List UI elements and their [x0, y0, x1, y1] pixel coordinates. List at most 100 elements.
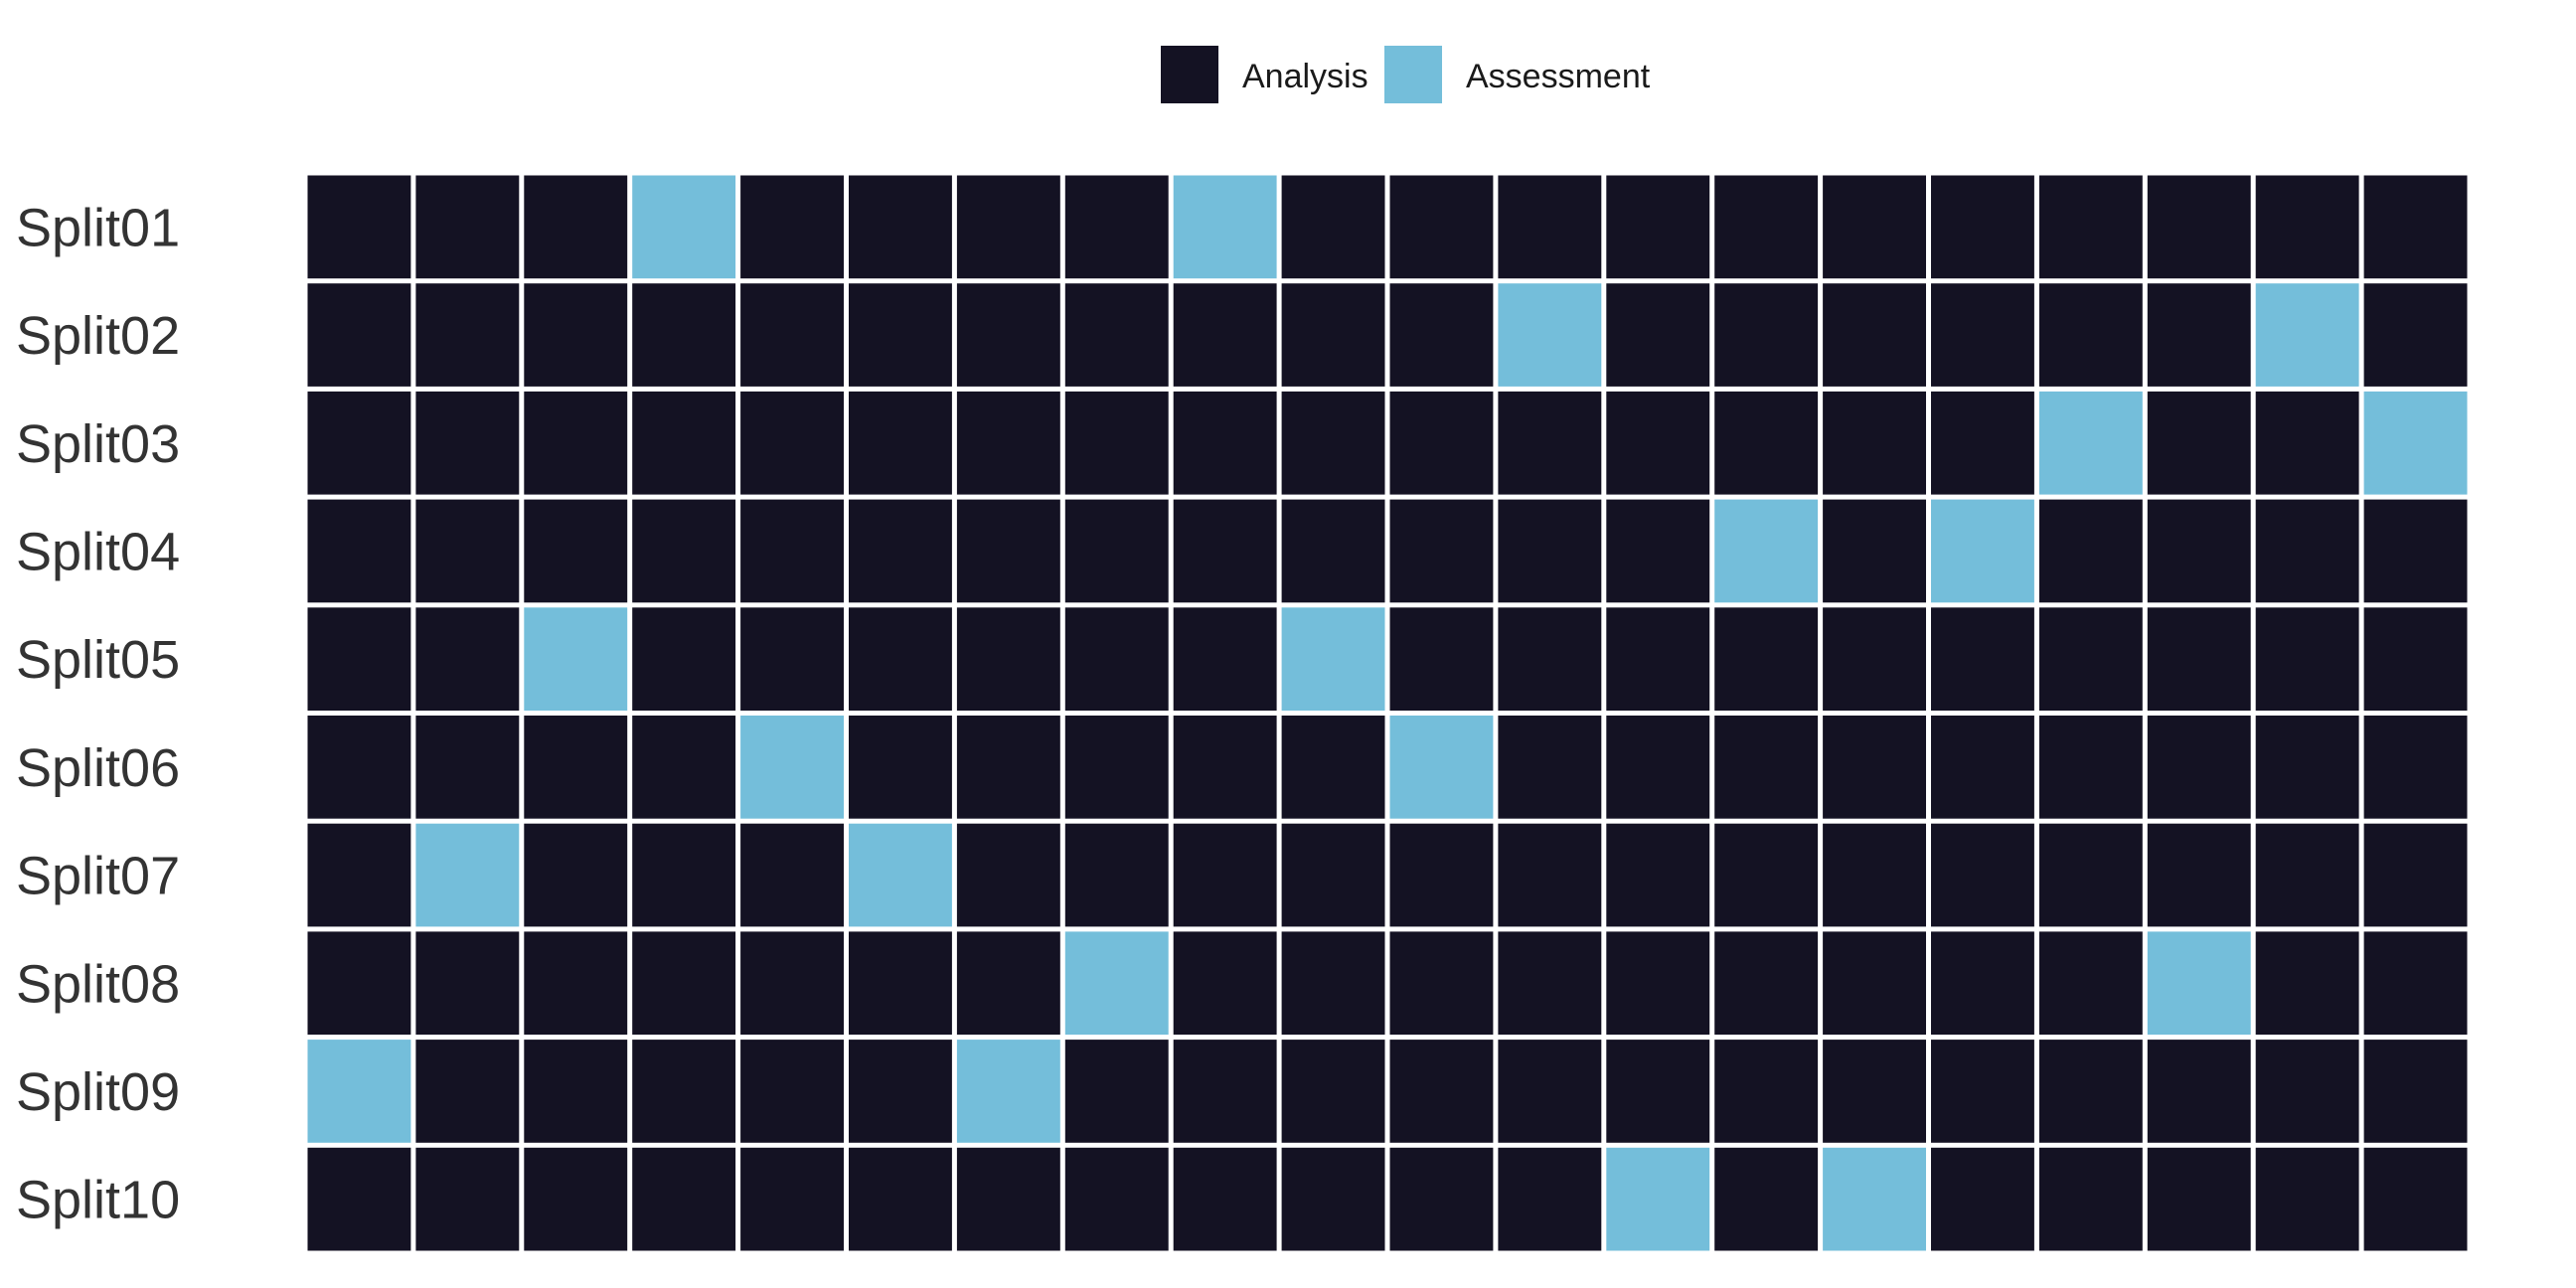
cell-split05-17-analysis [2038, 607, 2143, 711]
cell-split04-7-analysis [956, 499, 1060, 603]
cell-split07-4-analysis [632, 823, 736, 927]
cell-split04-9-analysis [1173, 499, 1277, 603]
cell-split02-15-analysis [1823, 283, 1926, 387]
row-label-split01: Split01 [16, 198, 180, 257]
cell-split07-19-analysis [2255, 823, 2359, 927]
cell-split07-12-analysis [1498, 823, 1602, 927]
cell-split01-16-analysis [1931, 175, 2034, 279]
cell-split02-16-analysis [1931, 283, 2034, 387]
cell-split01-2-analysis [415, 175, 520, 279]
cell-split09-15-analysis [1823, 1040, 1926, 1143]
cell-split08-6-analysis [849, 931, 952, 1036]
cell-split10-17-analysis [2038, 1147, 2143, 1251]
cell-split06-10-analysis [1281, 716, 1385, 819]
cell-split10-4-analysis [632, 1147, 736, 1251]
cell-split06-12-analysis [1498, 716, 1602, 819]
heatmap-cells [307, 175, 2468, 1251]
cell-split07-17-analysis [2038, 823, 2143, 927]
cell-split08-16-analysis [1931, 931, 2034, 1036]
cell-split09-14-analysis [1714, 1040, 1819, 1143]
cell-split08-9-analysis [1173, 931, 1277, 1036]
cell-split04-10-analysis [1281, 499, 1385, 603]
cell-split07-20-analysis [2363, 823, 2468, 927]
cell-split03-17-assessment [2038, 391, 2143, 495]
cell-split04-2-analysis [415, 499, 520, 603]
cell-split06-6-analysis [849, 716, 952, 819]
cell-split09-3-analysis [524, 1040, 628, 1143]
cell-split02-2-analysis [415, 283, 520, 387]
cell-split09-5-analysis [740, 1040, 844, 1143]
cell-split08-4-analysis [632, 931, 736, 1036]
cell-split10-11-analysis [1389, 1147, 1494, 1251]
cell-split06-4-analysis [632, 716, 736, 819]
cell-split09-12-analysis [1498, 1040, 1602, 1143]
legend-swatch-assessment [1384, 46, 1442, 103]
cell-split10-2-analysis [415, 1147, 520, 1251]
cell-split09-16-analysis [1931, 1040, 2034, 1143]
cell-split06-14-analysis [1714, 716, 1819, 819]
cell-split05-4-analysis [632, 607, 736, 711]
cell-split02-10-analysis [1281, 283, 1385, 387]
cell-split05-18-analysis [2147, 607, 2251, 711]
cell-split04-3-analysis [524, 499, 628, 603]
cell-split03-18-analysis [2147, 391, 2251, 495]
cell-split07-5-analysis [740, 823, 844, 927]
cell-split01-7-analysis [956, 175, 1060, 279]
cell-split07-6-assessment [849, 823, 952, 927]
cell-split01-4-assessment [632, 175, 736, 279]
cell-split10-15-assessment [1823, 1147, 1926, 1251]
cell-split03-11-analysis [1389, 391, 1494, 495]
cell-split03-4-analysis [632, 391, 736, 495]
cell-split04-8-analysis [1064, 499, 1169, 603]
cell-split01-19-analysis [2255, 175, 2359, 279]
cell-split02-11-analysis [1389, 283, 1494, 387]
row-label-split09: Split09 [16, 1062, 180, 1122]
cell-split05-1-analysis [307, 607, 411, 711]
cell-split08-5-analysis [740, 931, 844, 1036]
cell-split09-10-analysis [1281, 1040, 1385, 1143]
row-label-split05: Split05 [16, 630, 180, 690]
cell-split07-14-analysis [1714, 823, 1819, 927]
cell-split09-9-analysis [1173, 1040, 1277, 1143]
cell-split05-14-analysis [1714, 607, 1819, 711]
cell-split04-16-assessment [1931, 499, 2034, 603]
cell-split09-2-analysis [415, 1040, 520, 1143]
cell-split08-13-analysis [1606, 931, 1710, 1036]
cell-split06-18-analysis [2147, 716, 2251, 819]
cell-split03-14-analysis [1714, 391, 1819, 495]
cell-split06-5-assessment [740, 716, 844, 819]
cell-split08-2-analysis [415, 931, 520, 1036]
cell-split02-7-analysis [956, 283, 1060, 387]
cell-split08-14-analysis [1714, 931, 1819, 1036]
cell-split02-3-analysis [524, 283, 628, 387]
cell-split05-12-analysis [1498, 607, 1602, 711]
cell-split09-18-analysis [2147, 1040, 2251, 1143]
cell-split05-10-assessment [1281, 607, 1385, 711]
cell-split07-3-analysis [524, 823, 628, 927]
cell-split08-8-assessment [1064, 931, 1169, 1036]
cell-split08-20-analysis [2363, 931, 2468, 1036]
cell-split05-6-analysis [849, 607, 952, 711]
cell-split03-6-analysis [849, 391, 952, 495]
cell-split06-16-analysis [1931, 716, 2034, 819]
cell-split05-20-analysis [2363, 607, 2468, 711]
cell-split02-4-analysis [632, 283, 736, 387]
cell-split03-9-analysis [1173, 391, 1277, 495]
cell-split10-9-analysis [1173, 1147, 1277, 1251]
cell-split01-9-assessment [1173, 175, 1277, 279]
cell-split08-7-analysis [956, 931, 1060, 1036]
cell-split09-7-assessment [956, 1040, 1060, 1143]
cell-split03-8-analysis [1064, 391, 1169, 495]
cell-split08-12-analysis [1498, 931, 1602, 1036]
row-labels: Split01 Split02 Split03 Split04 Split05 Split… [16, 198, 180, 1229]
cell-split03-10-analysis [1281, 391, 1385, 495]
cell-split01-12-analysis [1498, 175, 1602, 279]
cell-split02-12-assessment [1498, 283, 1602, 387]
row-label-split04: Split04 [16, 522, 180, 581]
cell-split02-9-analysis [1173, 283, 1277, 387]
row-label-split03: Split03 [16, 414, 180, 474]
cell-split09-17-analysis [2038, 1040, 2143, 1143]
cell-split10-8-analysis [1064, 1147, 1169, 1251]
cell-split05-11-analysis [1389, 607, 1494, 711]
